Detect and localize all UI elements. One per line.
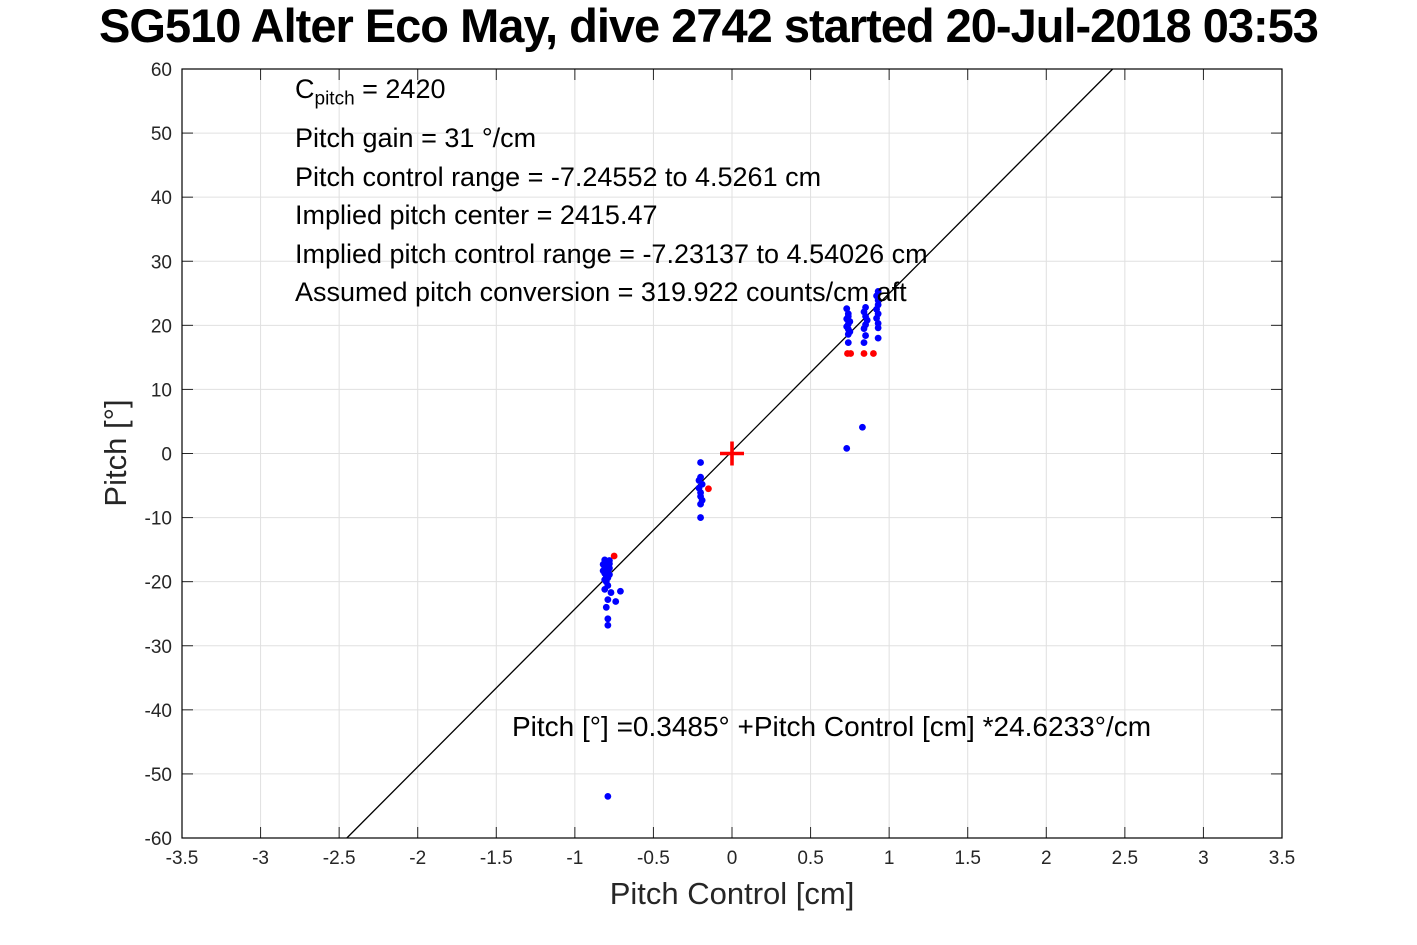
x-tick-label: 1.5: [955, 848, 981, 869]
pitch-samples-blue-point: [607, 589, 615, 596]
pitch-samples-blue-point: [844, 339, 852, 347]
annotation-line-cpitch: Cpitch = 2420: [295, 70, 928, 119]
pitch-samples-blue-point: [844, 330, 852, 338]
annotation-line-conversion: Assumed pitch conversion = 319.922 count…: [295, 277, 907, 308]
y-axis-label: Pitch [°]: [98, 399, 133, 507]
pitch-samples-blue-point: [697, 514, 704, 521]
flagged-samples-red-point: [860, 350, 868, 357]
x-tick-label: 3.5: [1269, 848, 1295, 869]
pitch-samples-blue-point: [874, 334, 882, 342]
y-tick-label: -40: [145, 701, 172, 722]
plot-box: [181, 68, 1283, 839]
pitch-samples-blue-point: [697, 500, 704, 508]
calibration-annotation: Cpitch = 2420 Pitch gain = 31 °/cm Pitch…: [295, 70, 928, 312]
pitch-samples-blue-point: [617, 587, 624, 595]
flagged-samples-red-point: [847, 350, 855, 357]
x-tick-label: -1: [566, 848, 583, 869]
y-tick-label: 10: [151, 380, 172, 401]
pitch-samples-blue-point: [860, 339, 868, 347]
flagged-samples-red-point: [610, 552, 618, 560]
pitch-samples-blue-point: [697, 459, 704, 466]
x-tick-label: -0.5: [637, 848, 670, 869]
y-tick-label: 20: [151, 316, 172, 337]
cpitch-symbol: C: [295, 74, 315, 104]
x-tick-label: 2: [1041, 848, 1052, 869]
x-tick-label: -1.5: [480, 848, 513, 869]
cpitch-value: = 2420: [354, 74, 446, 104]
x-tick-label: -2: [409, 848, 426, 869]
pitch-samples-blue-point: [874, 324, 882, 332]
x-tick-label: 3: [1198, 848, 1209, 869]
pitch-samples-blue-point: [860, 325, 868, 332]
x-tick-label: 1: [884, 848, 895, 869]
cpitch-subscript: pitch: [314, 88, 355, 110]
pitch-samples-blue-point: [843, 444, 851, 452]
pitch-samples-blue-point: [601, 585, 609, 593]
x-tick-label: -3: [252, 848, 269, 869]
pitch-samples-blue-point: [604, 792, 612, 800]
y-tick-label: 40: [151, 188, 172, 209]
pitch-samples-blue-point: [873, 314, 880, 322]
annotation-line-pitch-gain: Pitch gain = 31 °/cm: [295, 122, 537, 153]
pitch-samples-blue-point: [612, 598, 620, 605]
x-tick-label: 2.5: [1112, 848, 1138, 869]
x-tick-label: -3.5: [166, 848, 199, 869]
x-axis-label: Pitch Control [cm]: [609, 876, 855, 911]
flagged-samples-red-point: [870, 350, 877, 357]
pitch-samples-blue-point: [604, 596, 612, 604]
annotation-line-control-range: Pitch control range = -7.24552 to 4.5261…: [295, 161, 822, 192]
y-tick-label: 60: [151, 60, 172, 81]
fit-equation: Pitch [°] =0.3485° +Pitch Control [cm] *…: [512, 711, 1152, 742]
x-tick-label: 0: [727, 848, 738, 869]
y-tick-label: 50: [151, 124, 172, 145]
annotation-line-implied-range: Implied pitch control range = -7.23137 t…: [295, 238, 928, 269]
pitch-samples-blue-point: [862, 332, 869, 339]
pitch-samples-blue-point: [859, 423, 866, 431]
plot-title: SG510 Alter Eco May, dive 2742 started 2…: [99, 0, 1319, 52]
annotation-line-implied-center: Implied pitch center = 2415.47: [295, 200, 658, 231]
y-tick-label: -20: [145, 573, 172, 594]
x-tick-label: 0.5: [797, 848, 823, 869]
flagged-samples-red-point: [705, 485, 712, 493]
pitch-samples-blue-point: [843, 305, 851, 313]
pitch-samples-blue-point: [602, 603, 610, 611]
y-tick-label: 30: [151, 252, 172, 273]
y-tick-label: 0: [161, 445, 172, 466]
y-tick-label: -10: [145, 509, 172, 530]
pitch-samples-blue-point: [604, 621, 612, 629]
y-tick-label: -50: [145, 765, 172, 786]
y-tick-label: -60: [145, 829, 172, 850]
x-tick-label: -2.5: [323, 848, 356, 869]
y-tick-label: -30: [145, 637, 172, 658]
pitch-samples-blue-point: [604, 615, 612, 623]
